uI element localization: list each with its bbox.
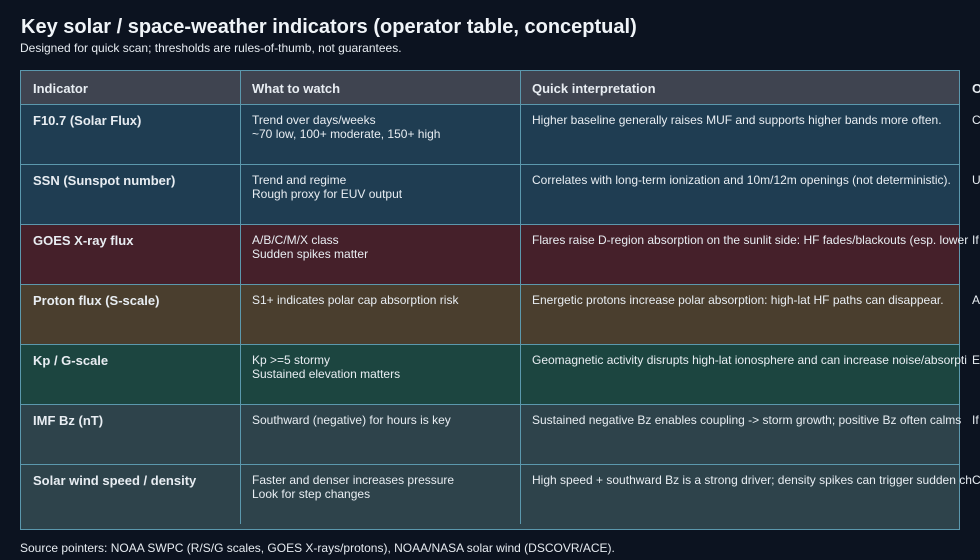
table-row: GOES X-ray flux A/B/C/M/X class Sudden s… [21, 225, 969, 285]
watch-line: ~70 low, 100+ moderate, 150+ high [252, 127, 441, 141]
table-header: Indicator What to watch Quick interpreta… [21, 71, 959, 105]
indicator-cell: SSN (Sunspot number) [21, 165, 241, 224]
what-to-watch-cell: Faster and denser increases pressure Loo… [241, 465, 521, 524]
indicator-cell: Kp / G-scale [21, 345, 241, 404]
interpretation-cell: Energetic protons increase polar absorpt… [532, 293, 944, 307]
watch-line: Kp >=5 stormy [252, 353, 331, 367]
table-row-extra [21, 524, 959, 530]
header-quick-interpretation: Quick interpretation [532, 81, 656, 96]
watch-line: Sudden spikes matter [252, 247, 369, 261]
col4-overflow-cell: If [972, 413, 979, 427]
interpretation-cell: Geomagnetic activity disrupts high-lat i… [532, 353, 967, 367]
table-row: Kp / G-scale Kp >=5 stormy Sustained ele… [21, 345, 967, 405]
watch-line: Faster and denser increases pressure [252, 473, 455, 487]
interpretation-cell: Higher baseline generally raises MUF and… [532, 113, 942, 127]
col4-overflow-cell: U [972, 173, 980, 187]
col4-overflow-cell: A [972, 293, 980, 307]
header-indicator: Indicator [21, 71, 241, 104]
watch-line: Trend and regime [252, 173, 347, 187]
col4-overflow-cell: If [972, 233, 979, 247]
what-to-watch-cell: S1+ indicates polar cap absorption risk [241, 285, 521, 344]
what-to-watch-cell: Trend and regime Rough proxy for EUV out… [241, 165, 521, 224]
header-what-to-watch: What to watch [241, 71, 521, 104]
page-subtitle: Designed for quick scan; thresholds are … [20, 41, 402, 55]
interpretation-cell: Sustained negative Bz enables coupling -… [532, 413, 962, 427]
what-to-watch-cell: Southward (negative) for hours is key [241, 405, 521, 464]
col4-overflow-cell: E [972, 353, 980, 367]
what-to-watch-cell: Trend over days/weeks ~70 low, 100+ mode… [241, 105, 521, 164]
watch-line: Sustained elevation matters [252, 367, 401, 381]
watch-line: Trend over days/weeks [252, 113, 376, 127]
watch-line: A/B/C/M/X class [252, 233, 339, 247]
table-row: Proton flux (S-scale) S1+ indicates pola… [21, 285, 959, 345]
what-to-watch-cell: Kp >=5 stormy Sustained elevation matter… [241, 345, 521, 404]
watch-line: Southward (negative) for hours is key [252, 413, 451, 427]
indicator-cell: IMF Bz (nT) [21, 405, 241, 464]
col4-overflow-cell: C [972, 113, 980, 127]
watch-line: S1+ indicates polar cap absorption risk [252, 293, 459, 307]
indicator-table: Indicator What to watch Quick interpreta… [20, 70, 972, 530]
col4-overflow-cell: C [972, 473, 980, 487]
indicator-cell: GOES X-ray flux [21, 225, 241, 284]
interpretation-cell: High speed + southward Bz is a strong dr… [532, 473, 972, 487]
interpretation-cell: Correlates with long-term ionization and… [532, 173, 951, 187]
what-to-watch-cell: A/B/C/M/X class Sudden spikes matter [241, 225, 521, 284]
page-title: Key solar / space-weather indicators (op… [21, 16, 637, 38]
table-row: SSN (Sunspot number) Trend and regime Ro… [21, 165, 959, 225]
watch-line: Look for step changes [252, 487, 371, 501]
table-row: Solar wind speed / density Faster and de… [21, 465, 972, 525]
indicator-cell: Solar wind speed / density [21, 465, 241, 524]
interpretation-cell: Flares raise D-region absorption on the … [532, 233, 969, 247]
indicator-cell: Proton flux (S-scale) [21, 285, 241, 344]
table-row: IMF Bz (nT) Southward (negative) for hou… [21, 405, 962, 465]
watch-line: Rough proxy for EUV output [252, 187, 403, 201]
table-row: F10.7 (Solar Flux) Trend over days/weeks… [21, 105, 959, 165]
indicator-cell: F10.7 (Solar Flux) [21, 105, 241, 164]
header-col4-overflow: O [972, 81, 980, 96]
source-footer: Source pointers: NOAA SWPC (R/S/G scales… [20, 541, 615, 555]
